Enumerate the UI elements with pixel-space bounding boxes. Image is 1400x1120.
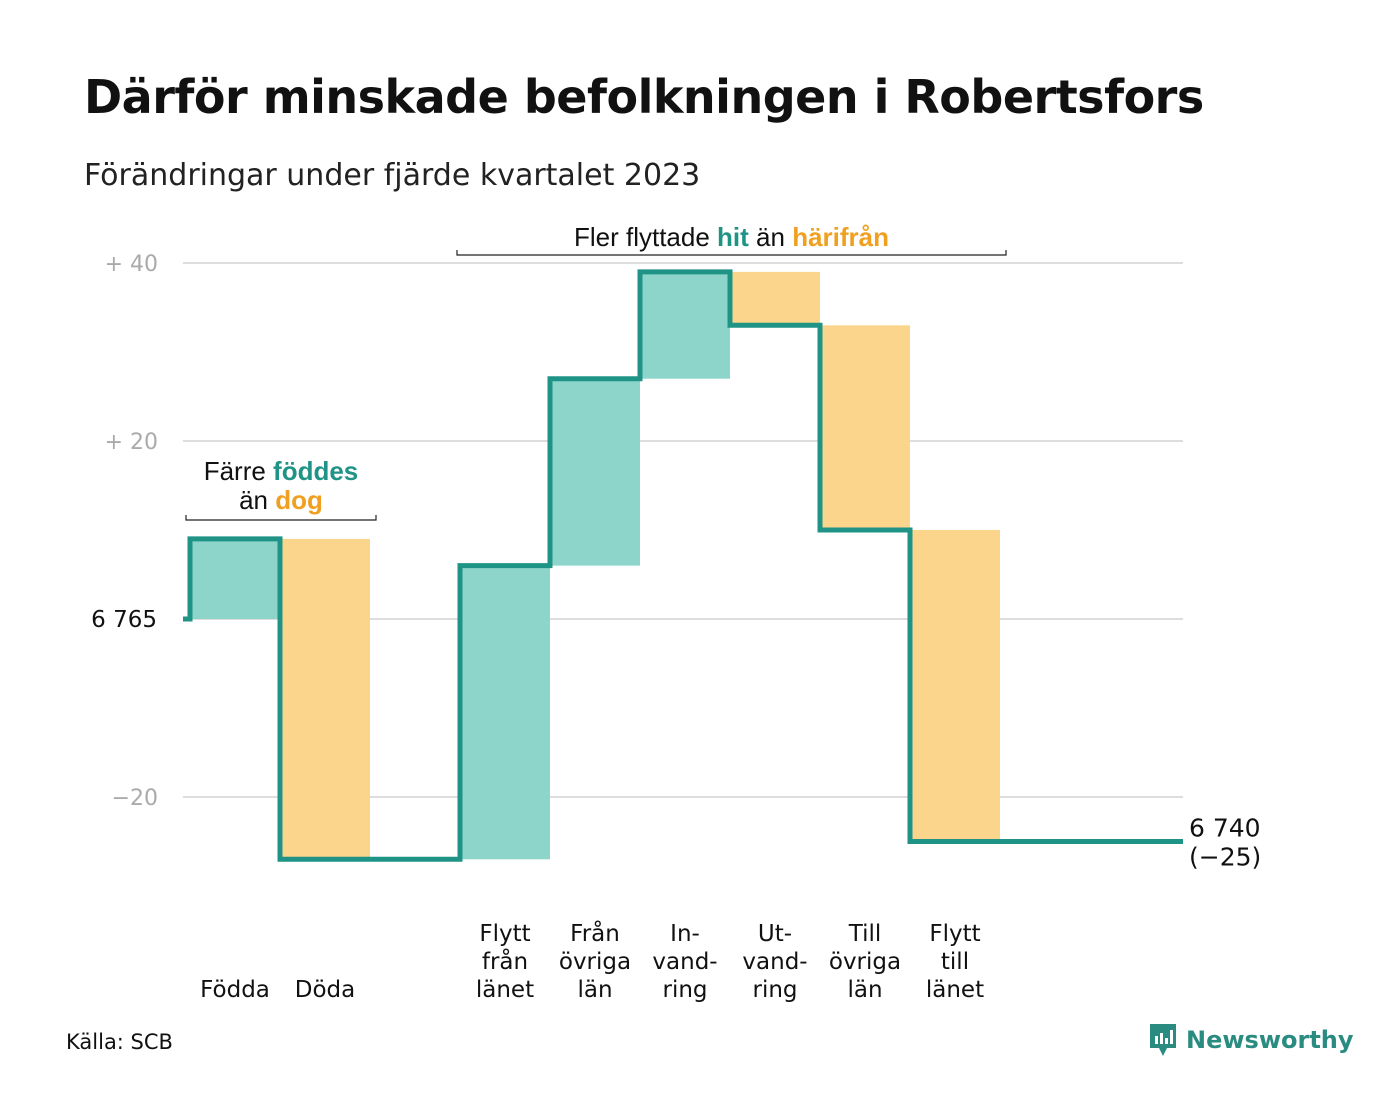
waterfall-bar xyxy=(820,325,910,530)
category-label: länet xyxy=(926,977,984,1003)
category-label: In- xyxy=(670,921,700,947)
waterfall-bar xyxy=(730,271,820,326)
category-label: ring xyxy=(662,977,707,1003)
category-label: Till xyxy=(848,921,882,947)
y-tick-label: + 40 xyxy=(105,252,158,277)
migration-annotation: Fler flyttade hit än härifrån xyxy=(574,222,889,252)
births-annotation-line1: Färre föddes xyxy=(204,456,359,486)
waterfall-bar xyxy=(910,530,1000,842)
page-title: Därför minskade befolkningen i Robertsfo… xyxy=(84,70,1204,124)
category-label: län xyxy=(847,977,882,1003)
source-note: Källa: SCB xyxy=(66,1030,173,1054)
category-label: Födda xyxy=(200,977,270,1003)
category-label: Ut- xyxy=(758,921,792,947)
y-tick-label: −20 xyxy=(112,786,158,811)
brand-name: Newsworthy xyxy=(1186,1026,1354,1054)
category-label: Flytt xyxy=(479,921,530,947)
cumulative-step-line xyxy=(183,269,1183,862)
waterfall-bar xyxy=(280,538,370,860)
end-change-label: (−25) xyxy=(1189,843,1261,872)
category-label: Flytt xyxy=(929,921,980,947)
waterfall-bar xyxy=(550,378,640,566)
category-label: till xyxy=(941,949,969,975)
migration-bracket xyxy=(456,250,1007,256)
newsworthy-logo-icon xyxy=(1150,1024,1176,1056)
category-label: övriga xyxy=(559,949,631,975)
category-label: övriga xyxy=(829,949,901,975)
waterfall-bar xyxy=(460,565,550,860)
category-label: ring xyxy=(752,977,797,1003)
category-label: län xyxy=(577,977,612,1003)
category-label: från xyxy=(482,947,528,975)
category-label: vand- xyxy=(742,949,807,975)
category-label: vand- xyxy=(652,949,717,975)
start-value-label: 6 765 xyxy=(91,607,157,633)
waterfall-bar xyxy=(640,271,730,379)
y-tick-label: + 20 xyxy=(105,430,158,455)
page-subtitle: Förändringar under fjärde kvartalet 2023 xyxy=(84,158,701,193)
births-bracket xyxy=(185,515,377,521)
brand-logo[interactable]: Newsworthy xyxy=(1148,1022,1354,1058)
category-label: Från xyxy=(570,919,620,947)
births-annotation-line2: än dog xyxy=(239,485,323,515)
category-label: länet xyxy=(476,977,534,1003)
waterfall-bar xyxy=(190,538,280,619)
end-value-label: 6 740 xyxy=(1189,814,1261,843)
category-label: Döda xyxy=(295,977,355,1003)
